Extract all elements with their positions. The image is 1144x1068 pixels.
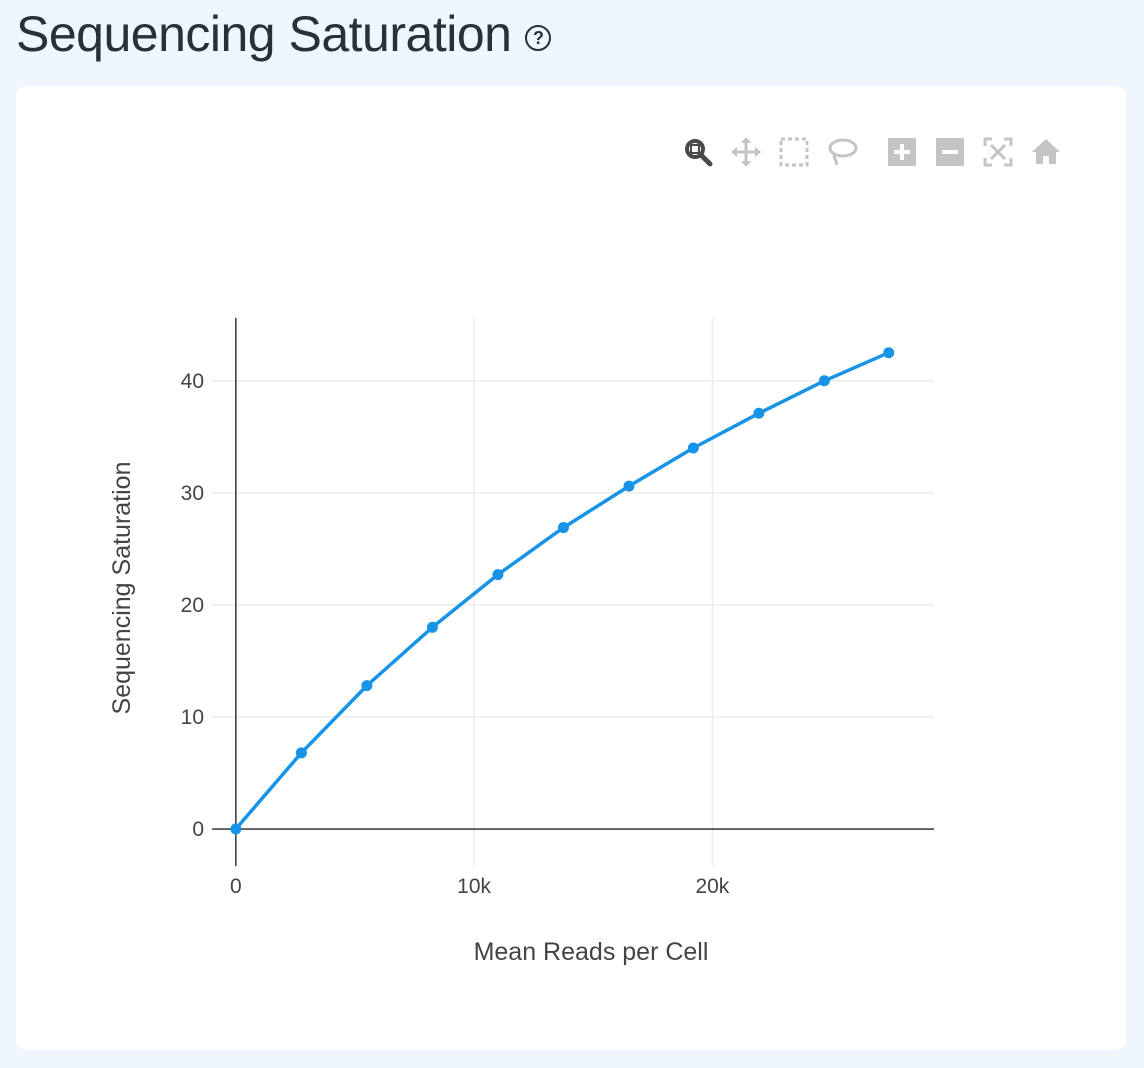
data-point	[230, 823, 242, 835]
home-icon	[1032, 139, 1060, 164]
y-tick-label: 20	[181, 594, 204, 617]
data-point	[687, 442, 699, 454]
y-tick-label: 40	[181, 370, 204, 393]
data-point	[557, 522, 569, 534]
data-point	[361, 680, 373, 692]
y-tick-label: 10	[181, 706, 204, 729]
x-tick-label: 0	[230, 875, 242, 898]
x-axis-title: Mean Reads per Cell	[474, 938, 709, 966]
x-tick-label: 20k	[695, 875, 729, 898]
minus-square-icon	[936, 138, 964, 166]
data-point	[818, 375, 830, 387]
lasso-icon	[828, 138, 858, 166]
chart-modebar	[682, 132, 1078, 172]
pan-button[interactable]	[730, 136, 762, 168]
zoom-out-button[interactable]	[934, 136, 966, 168]
autoscale-icon	[983, 137, 1013, 167]
data-point	[753, 407, 765, 419]
page-header: Sequencing Saturation ?	[16, 2, 552, 66]
saturation-chart[interactable]: 0 10k 20k 0 10 20 30 40 Mean Reads per Cell Seque…	[16, 86, 1126, 1050]
chart-card: 0 10k 20k 0 10 20 30 40 Mean Reads per Cell Seque…	[16, 86, 1126, 1050]
series-line	[234, 350, 891, 831]
y-axis-title: Sequencing Saturation	[108, 462, 136, 715]
lasso-select-button[interactable]	[826, 136, 858, 168]
data-point	[883, 347, 895, 359]
dashed-box-icon	[779, 137, 809, 167]
x-tick-label: 10k	[457, 875, 491, 898]
autoscale-button[interactable]	[982, 136, 1014, 168]
reset-axes-button[interactable]	[1030, 136, 1062, 168]
plus-square-icon	[888, 138, 916, 166]
zoom-in-button[interactable]	[886, 136, 918, 168]
box-select-button[interactable]	[778, 136, 810, 168]
data-point	[492, 569, 504, 581]
pan-arrows-icon	[731, 137, 761, 167]
y-tick-label: 0	[192, 818, 204, 841]
zoom-button[interactable]	[682, 136, 714, 168]
help-icon[interactable]: ?	[525, 25, 552, 51]
y-tick-label: 30	[181, 482, 204, 505]
data-point	[623, 480, 635, 492]
data-point	[426, 621, 438, 633]
page-title: Sequencing Saturation	[16, 6, 512, 62]
data-point	[295, 747, 307, 759]
magnifier-icon	[685, 139, 713, 167]
